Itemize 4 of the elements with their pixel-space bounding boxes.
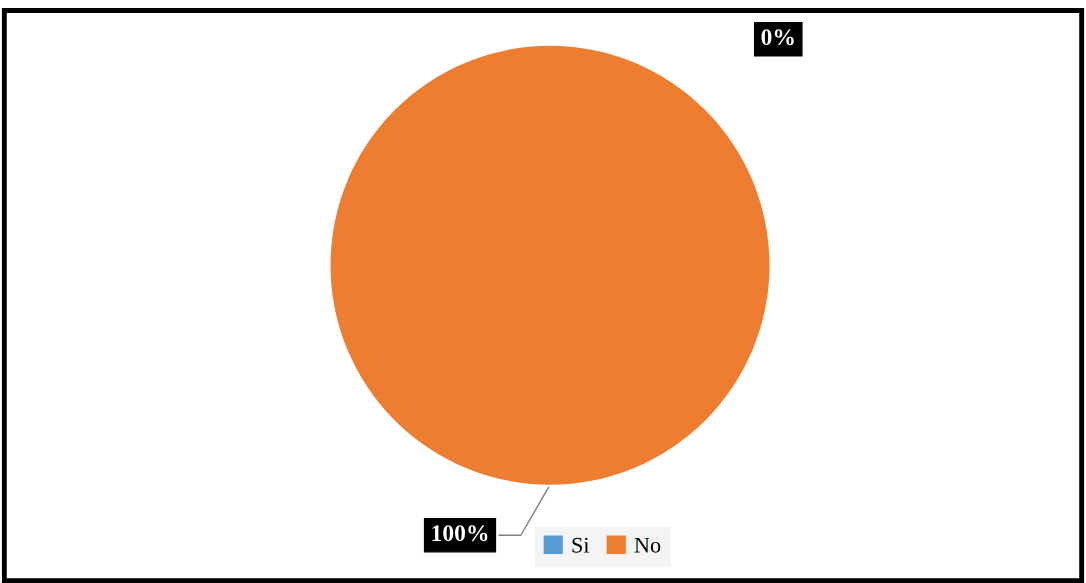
legend-label: Si	[572, 537, 590, 553]
text: 0%	[761, 29, 794, 46]
legend-label: No	[634, 537, 661, 553]
data-label: 100%	[432, 525, 488, 542]
